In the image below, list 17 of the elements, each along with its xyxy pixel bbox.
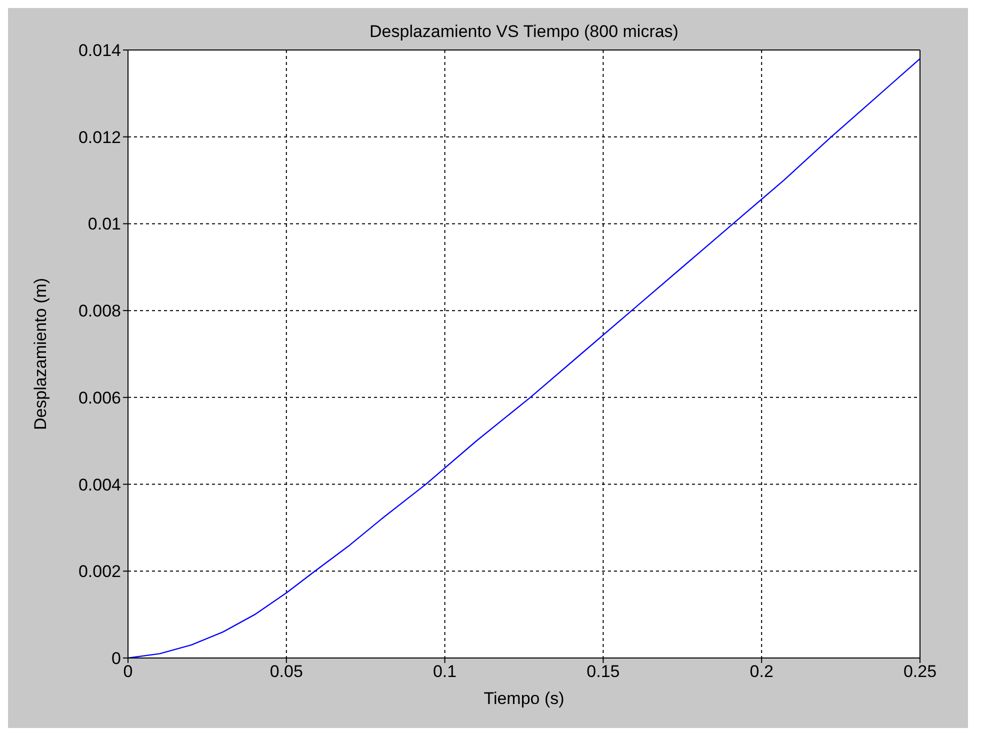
x-tick-label: 0.25 xyxy=(903,662,937,682)
x-tick-label: 0.2 xyxy=(750,662,774,682)
x-tick-label: 0.15 xyxy=(586,662,620,682)
y-tick-label: 0.006 xyxy=(78,388,121,408)
y-tick-label: 0.002 xyxy=(78,562,121,582)
y-tick-label: 0.008 xyxy=(78,302,121,321)
chart-title: Desplazamiento VS Tiempo (800 micras) xyxy=(368,22,680,42)
y-axis-title: Desplazamiento (m) xyxy=(31,278,50,430)
x-tick-label: 0.1 xyxy=(432,662,457,682)
x-axis-title: Tiempo (s) xyxy=(484,689,564,708)
y-tick-label: 0.01 xyxy=(88,214,121,234)
y-tick-label: 0.012 xyxy=(78,128,121,147)
y-tick-label: 0 xyxy=(112,649,121,668)
x-tick-label: 0 xyxy=(123,662,133,682)
y-tick-label: 0.014 xyxy=(78,41,121,60)
x-tick-label: 0.05 xyxy=(270,662,303,682)
y-tick-label: 0.004 xyxy=(78,475,121,494)
